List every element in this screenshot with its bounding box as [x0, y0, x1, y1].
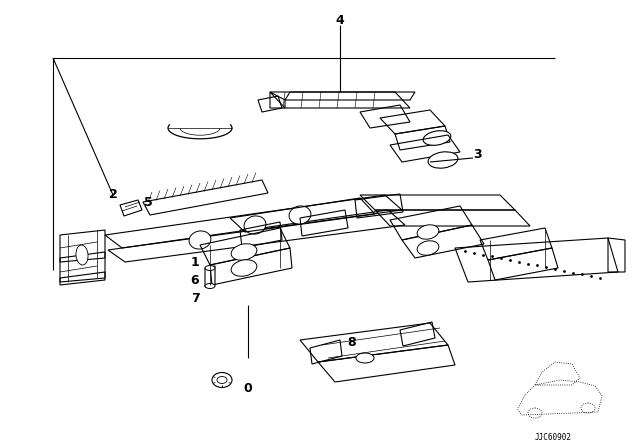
Ellipse shape [423, 131, 451, 145]
Ellipse shape [289, 206, 311, 224]
Ellipse shape [231, 244, 257, 260]
Ellipse shape [244, 216, 266, 234]
Text: 8: 8 [348, 336, 356, 349]
Text: 1: 1 [191, 255, 200, 268]
Text: 4: 4 [335, 13, 344, 26]
Ellipse shape [356, 353, 374, 363]
Ellipse shape [212, 372, 232, 388]
Ellipse shape [205, 284, 215, 289]
Text: 5: 5 [143, 195, 152, 208]
Text: 2: 2 [109, 189, 117, 202]
Ellipse shape [189, 231, 211, 249]
Ellipse shape [205, 266, 215, 271]
Ellipse shape [428, 152, 458, 168]
Ellipse shape [217, 376, 227, 383]
Text: 0: 0 [244, 382, 252, 395]
Text: JJC60902: JJC60902 [534, 434, 572, 443]
Ellipse shape [231, 260, 257, 276]
Text: 3: 3 [474, 148, 483, 161]
Ellipse shape [417, 241, 439, 255]
Ellipse shape [417, 225, 439, 239]
Text: 6: 6 [191, 273, 199, 287]
Ellipse shape [76, 245, 88, 265]
Text: 7: 7 [191, 292, 200, 305]
